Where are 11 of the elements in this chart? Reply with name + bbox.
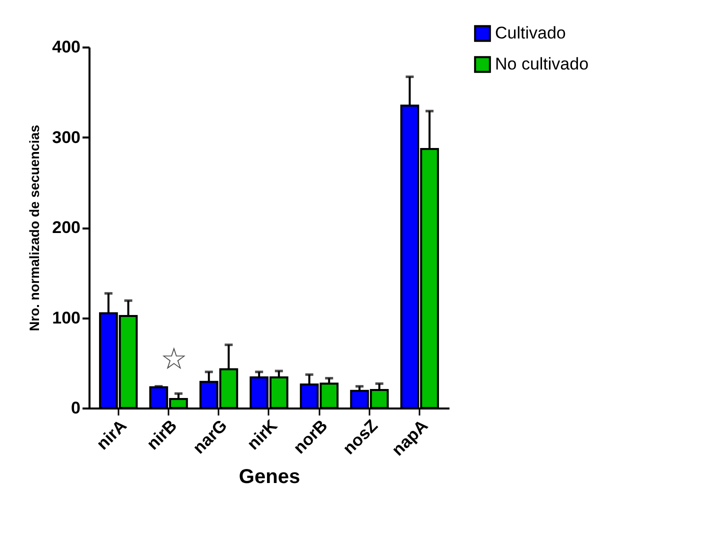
y-axis-title: Nro. normalizado de secuencias bbox=[27, 124, 42, 332]
y-tick-label: 200 bbox=[52, 218, 80, 237]
legend-label: Cultivado bbox=[495, 24, 566, 42]
x-axis-title: Genes bbox=[238, 466, 300, 488]
y-tick-label: 100 bbox=[52, 308, 80, 328]
x-tick-label: nirA bbox=[92, 416, 130, 454]
y-tick-label: 300 bbox=[52, 128, 80, 147]
y-tick-label: 0 bbox=[71, 398, 80, 418]
annotation: ☆ bbox=[160, 342, 188, 377]
y-tick-label: 400 bbox=[52, 38, 80, 56]
legend-label: No cultivado bbox=[495, 54, 589, 74]
